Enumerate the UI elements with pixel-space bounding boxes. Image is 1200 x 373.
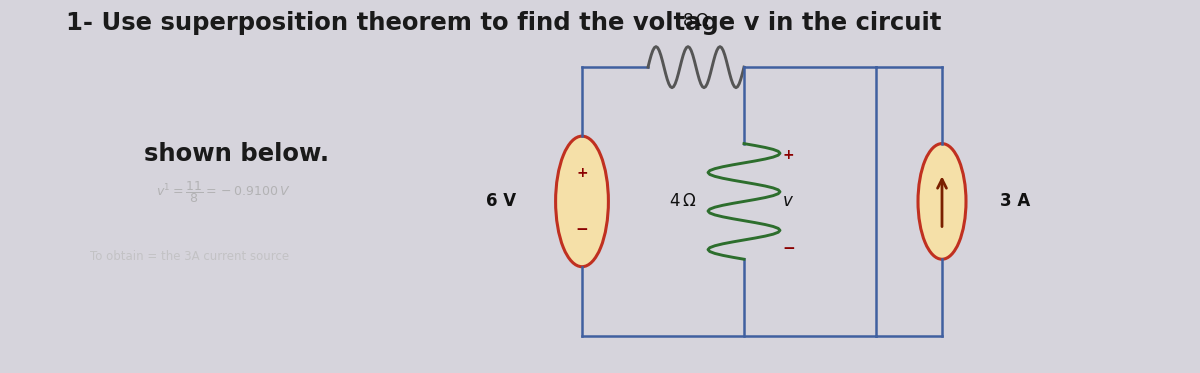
Text: +: + [782, 148, 794, 162]
Text: +: + [576, 166, 588, 181]
Text: $4\,\Omega$: $4\,\Omega$ [668, 192, 696, 210]
Text: −: − [576, 222, 588, 237]
Text: 6 V: 6 V [486, 192, 516, 210]
Text: $v^1 = \dfrac{11}{8} = -0.9100\,V$: $v^1 = \dfrac{11}{8} = -0.9100\,V$ [156, 179, 290, 205]
Ellipse shape [918, 144, 966, 259]
Text: −: − [782, 241, 796, 256]
Ellipse shape [556, 136, 608, 267]
Text: $8\,\Omega$: $8\,\Omega$ [683, 12, 709, 30]
Text: 1- Use superposition theorem to find the voltage v in the circuit: 1- Use superposition theorem to find the… [66, 11, 941, 35]
Text: shown below.: shown below. [144, 142, 329, 166]
Text: To obtain = the 3A current source: To obtain = the 3A current source [90, 250, 289, 263]
Text: v: v [782, 192, 792, 210]
Text: 3 A: 3 A [1000, 192, 1030, 210]
